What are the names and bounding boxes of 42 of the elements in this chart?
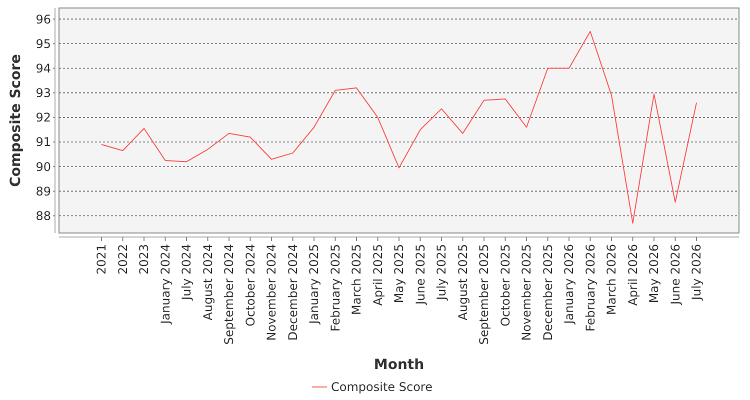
x-tick-label: July 2026	[690, 244, 704, 301]
x-tick-label: April 2026	[626, 244, 640, 306]
x-tick-label: March 2026	[604, 244, 619, 315]
x-tick-label: February 2025	[328, 244, 342, 332]
y-tick-label: 91	[36, 135, 51, 150]
x-tick-label: January 2026	[562, 244, 576, 325]
x-tick-label: September 2024	[222, 244, 236, 345]
y-tick-label: 93	[36, 86, 51, 100]
y-tick-label: 94	[36, 61, 51, 76]
x-tick-label: May 2026	[647, 244, 662, 304]
x-tick-label: 2023	[137, 244, 152, 275]
x-tick-label: January 2025	[307, 244, 322, 325]
line-series	[101, 30, 697, 224]
x-tick-label: July 2025	[434, 244, 449, 301]
x-tick-label: July 2024	[180, 244, 194, 301]
x-tick-label: December 2025	[540, 244, 555, 341]
x-tick-label: September 2025	[477, 244, 492, 345]
y-tick-label: 90	[36, 160, 51, 174]
x-tick-label: April 2025	[370, 244, 385, 306]
x-tick-label: November 2024	[264, 244, 279, 341]
x-tick-label: March 2025	[350, 244, 364, 315]
legend-label: Composite Score	[331, 380, 432, 394]
y-tick-label: 89	[36, 184, 51, 198]
x-tick-label: December 2024	[286, 244, 300, 341]
x-tick-label: November 2025	[520, 244, 534, 341]
x-tick-label: January 2024	[158, 244, 172, 325]
x-tick-label: October 2025	[498, 244, 512, 326]
x-tick-label: August 2025	[456, 244, 470, 320]
x-tick-label: May 2025	[392, 244, 406, 304]
y-axis-title: Composite Score	[8, 54, 24, 187]
y-tick-label: 92	[36, 110, 51, 125]
y-tick-label: 88	[36, 208, 51, 223]
x-tick-label: February 2026	[583, 244, 598, 332]
x-tick-label: 2022	[116, 244, 130, 275]
y-tick-label: 96	[36, 12, 51, 26]
x-tick-label: June 2026	[668, 244, 682, 306]
x-tick-label: June 2025	[413, 244, 428, 306]
x-tick-label: October 2024	[243, 244, 258, 326]
x-tick-label: August 2024	[200, 244, 215, 320]
x-axis-title: Month	[374, 357, 424, 373]
y-tick-label: 95	[36, 36, 51, 51]
x-tick-label: 2021	[94, 244, 109, 275]
